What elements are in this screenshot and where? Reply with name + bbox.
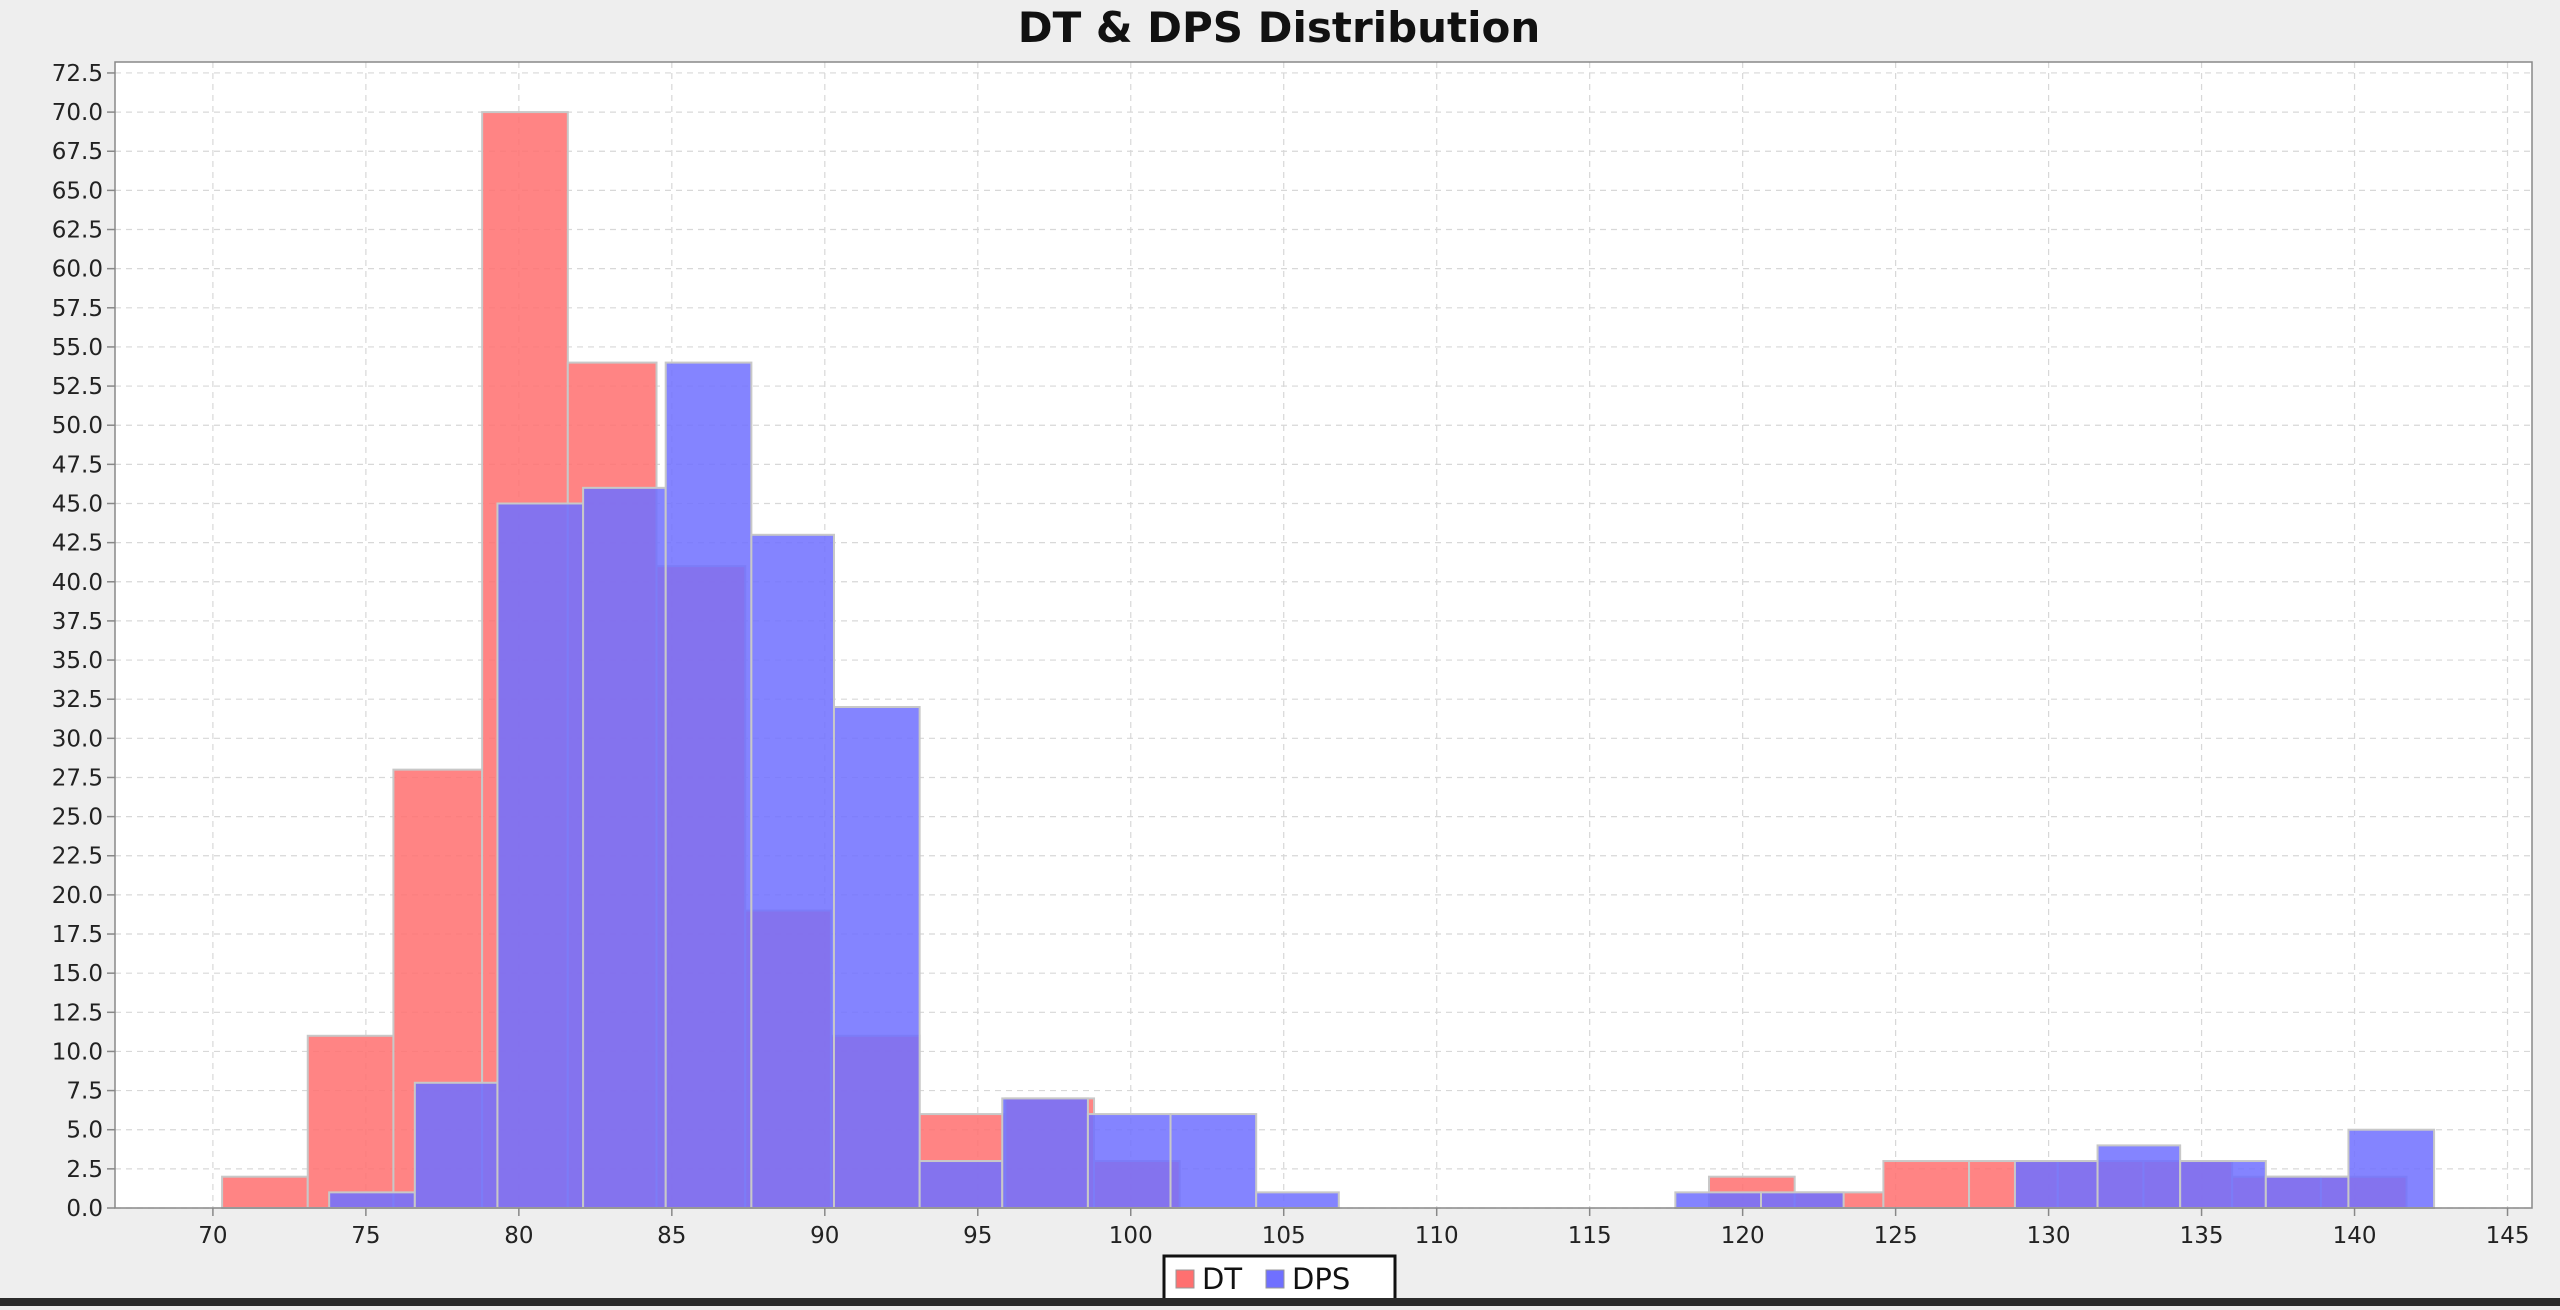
bar-dps — [2179, 1160, 2267, 1210]
legend-label-dt: DT — [1202, 1262, 1242, 1296]
legend-swatch-dt — [1175, 1269, 1195, 1289]
y-tick-label: 17.5 — [52, 922, 103, 948]
x-tick-label: 90 — [810, 1223, 839, 1249]
y-tick-label: 42.5 — [52, 531, 103, 557]
x-tick-label: 85 — [657, 1223, 686, 1249]
y-tick-label: 5.0 — [66, 1118, 103, 1144]
x-tick-label: 130 — [2027, 1223, 2071, 1249]
x-tick-label: 95 — [963, 1223, 992, 1249]
y-tick-label: 72.5 — [52, 61, 103, 87]
y-tick-label: 0.0 — [66, 1196, 103, 1222]
bar-dps — [832, 706, 921, 1210]
bar-dt — [221, 1175, 309, 1209]
x-tick-label: 145 — [2486, 1223, 2530, 1249]
y-tick-label: 67.5 — [52, 139, 103, 165]
x-tick-label: 80 — [504, 1223, 533, 1249]
x-tick-label: 120 — [1721, 1223, 1765, 1249]
y-tick-label: 60.0 — [52, 257, 103, 283]
bar-dt — [1882, 1160, 1971, 1210]
y-tick-label: 30.0 — [52, 726, 103, 752]
y-tick-label: 32.5 — [52, 687, 103, 713]
bar-dps — [1674, 1191, 1763, 1209]
y-tick-label: 70.0 — [52, 100, 103, 126]
y-tick-label: 47.5 — [52, 452, 103, 478]
x-tick-label: 105 — [1262, 1223, 1306, 1249]
bar-dps — [1001, 1097, 1089, 1209]
bar-dps — [328, 1191, 416, 1209]
x-tick-label: 75 — [351, 1223, 380, 1249]
y-tick-label: 62.5 — [52, 218, 103, 244]
bar-dps — [413, 1081, 499, 1210]
bar-dps — [2013, 1160, 2099, 1210]
bar-dps — [2347, 1128, 2436, 1209]
y-tick-label: 65.0 — [52, 178, 103, 204]
y-tick-label: 57.5 — [52, 296, 103, 322]
plot-border — [114, 61, 2533, 1209]
y-tick-label: 45.0 — [52, 491, 103, 517]
y-tick-label: 55.0 — [52, 335, 103, 361]
y-tick-label: 35.0 — [52, 648, 103, 674]
y-tick-label: 2.5 — [66, 1157, 103, 1183]
y-tick-label: 20.0 — [52, 883, 103, 909]
bar-dps — [750, 533, 835, 1209]
chart-title: DT & DPS Distribution — [1018, 3, 1541, 52]
bar-dps — [1760, 1191, 1845, 1209]
y-tick-label: 10.0 — [52, 1039, 103, 1065]
window-bottom-edge — [0, 1298, 2560, 1306]
x-tick-label: 140 — [2333, 1223, 2377, 1249]
bar-dps — [1255, 1191, 1340, 1209]
x-tick-label: 100 — [1109, 1223, 1153, 1249]
legend-label-dps: DPS — [1292, 1262, 1350, 1296]
x-tick-label: 70 — [198, 1223, 227, 1249]
y-tick-label: 12.5 — [52, 1000, 103, 1026]
x-tick-label: 135 — [2180, 1223, 2224, 1249]
x-tick-label: 110 — [1415, 1223, 1459, 1249]
bar-dps — [2264, 1175, 2350, 1209]
legend: DT DPS — [1162, 1254, 1397, 1304]
bar-dps — [2096, 1144, 2182, 1210]
bar-dps — [1169, 1113, 1258, 1209]
y-tick-label: 25.0 — [52, 805, 103, 831]
x-tick-label: 125 — [1874, 1223, 1918, 1249]
bar-dps — [582, 486, 667, 1209]
bar-dps — [664, 361, 753, 1209]
y-tick-label: 52.5 — [52, 374, 103, 400]
y-tick-label: 37.5 — [52, 609, 103, 635]
y-tick-label: 40.0 — [52, 570, 103, 596]
legend-swatch-dps — [1265, 1269, 1285, 1289]
y-tick-label: 27.5 — [52, 765, 103, 791]
bar-dt — [306, 1034, 395, 1209]
y-tick-label: 22.5 — [52, 844, 103, 870]
bar-dps — [496, 502, 585, 1209]
y-tick-label: 15.0 — [52, 961, 103, 987]
bar-dps — [918, 1160, 1004, 1210]
y-tick-label: 7.5 — [66, 1079, 103, 1105]
y-tick-label: 50.0 — [52, 413, 103, 439]
x-tick-label: 115 — [1568, 1223, 1612, 1249]
bar-dps — [1086, 1113, 1172, 1209]
